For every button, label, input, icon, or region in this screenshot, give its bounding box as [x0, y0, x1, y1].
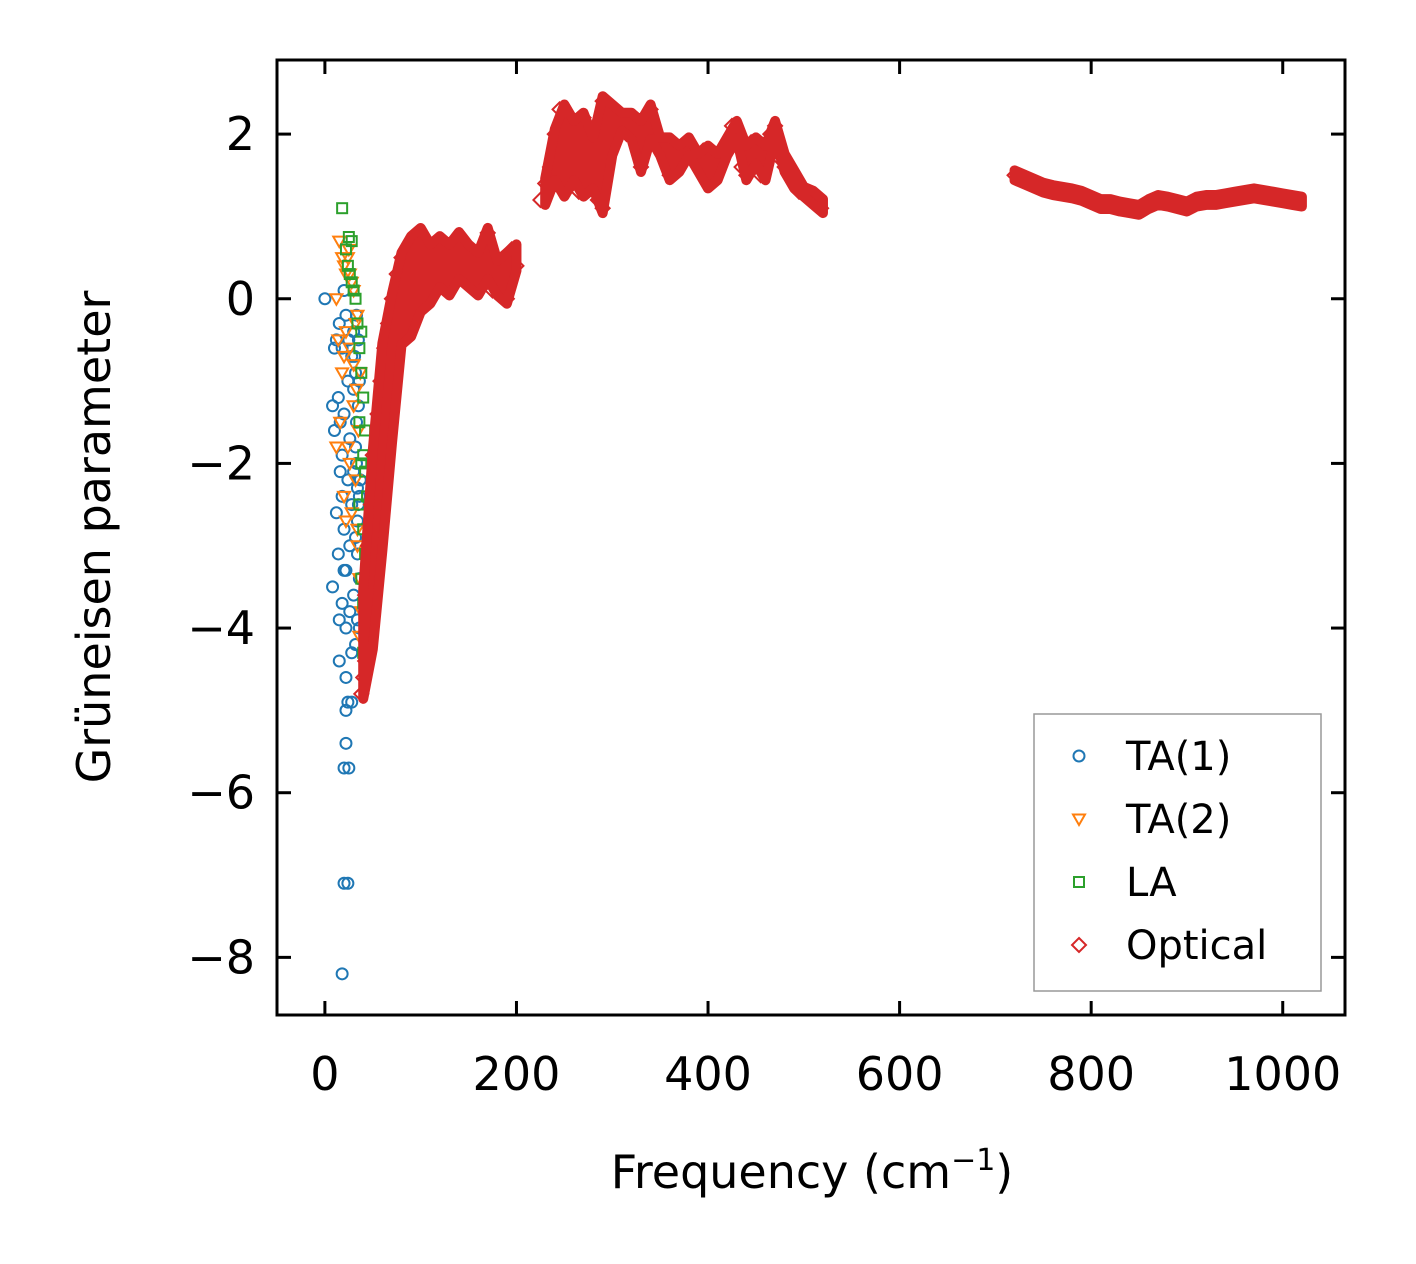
data-point	[331, 391, 345, 405]
x-tick-label: 200	[473, 1047, 561, 1101]
data-point	[345, 498, 359, 512]
x-tick-label: 800	[1047, 1047, 1135, 1101]
data-point	[338, 515, 354, 530]
data-point	[340, 252, 356, 266]
data-point	[345, 276, 358, 289]
y-axis: −8 −6 −4 −2 0 2	[187, 107, 1345, 984]
legend: TA(1) TA(2) LA Optical	[1033, 713, 1322, 992]
data-point	[332, 316, 346, 330]
optical-band-low	[358, 222, 522, 704]
data-point	[342, 457, 358, 472]
data-point	[327, 341, 341, 355]
data-point	[339, 670, 353, 684]
data-point	[337, 761, 351, 775]
data-point	[329, 506, 343, 520]
data-point	[332, 416, 348, 431]
legend-label: TA(2)	[1125, 797, 1231, 843]
data-point	[335, 448, 349, 462]
y-tick-label: 0	[226, 272, 255, 326]
data-point	[343, 605, 357, 619]
data-point	[351, 317, 364, 330]
data-point	[342, 761, 356, 775]
data-point	[341, 876, 355, 890]
y-axis-title: Grüneisen parameter	[67, 290, 121, 783]
data-point	[328, 293, 345, 307]
data-point	[351, 333, 365, 347]
data-point	[345, 695, 359, 709]
data-point	[340, 441, 356, 455]
y-tick-label: −6	[187, 766, 255, 820]
data-point	[335, 967, 349, 981]
y-tick-label: −8	[187, 930, 255, 984]
data-point	[353, 342, 366, 355]
data-point	[353, 416, 366, 429]
y-tick-label: −2	[187, 436, 255, 490]
data-point	[357, 391, 370, 404]
optical-band-mid	[540, 91, 828, 219]
x-tick-label: 0	[310, 1047, 339, 1101]
data-point	[341, 695, 355, 709]
data-point	[345, 400, 362, 414]
x-tick-label: 600	[856, 1047, 944, 1101]
legend-label: TA(1)	[1125, 734, 1231, 780]
data-point	[337, 876, 351, 890]
data-point	[342, 342, 358, 357]
data-point	[349, 309, 366, 324]
data-point	[333, 465, 347, 479]
data-point	[339, 736, 353, 750]
data-point	[345, 359, 362, 373]
data-point	[347, 284, 360, 297]
optical-bands	[358, 91, 1307, 704]
legend-marker	[1073, 876, 1085, 888]
data-point	[336, 202, 349, 215]
data-point	[337, 563, 351, 577]
legend-marker	[1070, 936, 1088, 954]
data-point	[328, 441, 345, 455]
data-point	[318, 292, 332, 306]
legend-marker	[1072, 749, 1086, 763]
data-point	[355, 325, 368, 338]
data-point	[331, 235, 347, 250]
data-point	[332, 654, 346, 668]
data-point	[347, 474, 364, 488]
data-point	[355, 457, 368, 470]
data-point	[336, 350, 352, 365]
legend-marker	[1071, 813, 1087, 828]
legend-label: LA	[1126, 860, 1177, 906]
x-tick-label: 400	[664, 1047, 752, 1101]
series-optical	[352, 92, 1306, 703]
data-point	[339, 243, 352, 256]
data-point	[330, 334, 347, 348]
y-tick-label: −4	[187, 601, 255, 655]
x-axis-title: Frequency (cm−1)	[611, 1143, 1014, 1199]
legend-label: Optical	[1126, 923, 1267, 969]
x-axis: 0 200 400 600 800 1000	[310, 60, 1341, 1101]
data-point	[339, 621, 353, 635]
data-point	[355, 366, 368, 379]
data-point	[343, 507, 360, 521]
data-point	[326, 580, 340, 594]
data-point	[334, 367, 350, 381]
data-point	[341, 259, 354, 272]
data-point	[350, 424, 367, 439]
data-point	[335, 596, 349, 610]
data-point	[337, 407, 351, 421]
x-tick-label: 1000	[1224, 1047, 1341, 1101]
data-point	[332, 613, 346, 627]
plot-frame	[275, 58, 1347, 1017]
data-point	[349, 292, 362, 305]
optical-band-high	[1009, 165, 1307, 220]
data-point	[331, 547, 345, 561]
data-point	[336, 490, 352, 505]
data-point	[343, 268, 356, 281]
y-tick-label: 2	[226, 107, 255, 161]
data-point	[338, 326, 354, 340]
data-point	[348, 383, 365, 398]
